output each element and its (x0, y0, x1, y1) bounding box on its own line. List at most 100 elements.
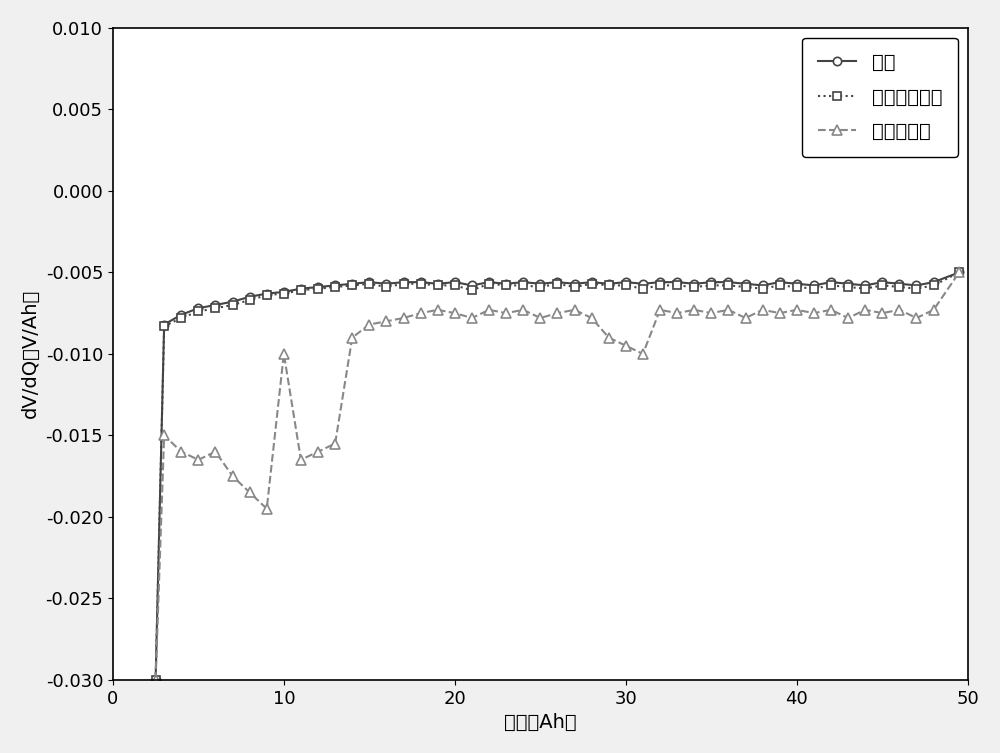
普通自加热 (158, 431, 170, 440)
普通自加热 (910, 313, 922, 322)
非对称自加热 (569, 282, 581, 291)
正常 (432, 279, 444, 288)
普通自加热 (893, 305, 905, 314)
非对称自加热 (722, 281, 734, 290)
普通自加热 (569, 305, 581, 314)
非对称自加热 (398, 279, 410, 288)
普通自加热 (209, 447, 221, 456)
正常 (227, 297, 239, 306)
普通自加热 (175, 447, 187, 456)
正常 (876, 278, 888, 287)
非对称自加热 (740, 282, 752, 291)
非对称自加热 (910, 284, 922, 293)
正常 (363, 278, 375, 287)
正常 (295, 284, 307, 293)
非对称自加热 (483, 279, 495, 288)
正常 (603, 279, 615, 288)
普通自加热 (842, 313, 854, 322)
正常 (261, 289, 273, 298)
非对称自加热 (209, 303, 221, 312)
非对称自加热 (953, 268, 965, 277)
普通自加热 (603, 333, 615, 342)
非对称自加热 (175, 313, 187, 322)
普通自加热 (261, 505, 273, 514)
非对称自加热 (158, 322, 170, 331)
非对称自加热 (586, 279, 598, 288)
普通自加热 (466, 313, 478, 322)
非对称自加热 (500, 281, 512, 290)
普通自加热 (483, 305, 495, 314)
普通自加热 (688, 305, 700, 314)
普通自加热 (192, 456, 204, 465)
非对称自加热 (893, 282, 905, 291)
普通自加热 (346, 333, 358, 342)
X-axis label: 容量（Ah）: 容量（Ah） (504, 713, 577, 732)
正常 (209, 300, 221, 309)
非对称自加热 (278, 289, 290, 298)
普通自加热 (415, 309, 427, 318)
普通自加热 (808, 309, 820, 318)
普通自加热 (654, 305, 666, 314)
Y-axis label: dV/dQ（V/Ah）: dV/dQ（V/Ah） (21, 289, 40, 419)
普通自加热 (586, 313, 598, 322)
正常 (620, 278, 632, 287)
正常 (791, 279, 803, 288)
普通自加热 (740, 313, 752, 322)
正常 (329, 281, 341, 290)
普通自加热 (500, 309, 512, 318)
正常 (808, 281, 820, 290)
普通自加热 (953, 268, 965, 277)
正常 (551, 278, 563, 287)
Line: 正常: 正常 (151, 268, 963, 684)
正常 (825, 278, 837, 287)
非对称自加热 (705, 281, 717, 290)
正常 (671, 278, 683, 287)
正常 (192, 303, 204, 312)
正常 (928, 278, 940, 287)
正常 (175, 310, 187, 319)
普通自加热 (312, 447, 324, 456)
非对称自加热 (637, 284, 649, 293)
非对称自加热 (432, 281, 444, 290)
非对称自加热 (620, 281, 632, 290)
正常 (150, 675, 162, 684)
非对称自加热 (791, 282, 803, 291)
正常 (654, 278, 666, 287)
正常 (953, 268, 965, 277)
正常 (466, 281, 478, 290)
普通自加热 (295, 456, 307, 465)
非对称自加热 (295, 286, 307, 295)
正常 (483, 278, 495, 287)
非对称自加热 (928, 281, 940, 290)
非对称自加热 (534, 282, 546, 291)
普通自加热 (791, 305, 803, 314)
正常 (722, 278, 734, 287)
非对称自加热 (774, 281, 786, 290)
Line: 普通自加热: 普通自加热 (151, 267, 964, 684)
普通自加热 (705, 309, 717, 318)
非对称自加热 (415, 279, 427, 288)
正常 (859, 281, 871, 290)
非对称自加热 (551, 279, 563, 288)
普通自加热 (757, 305, 769, 314)
普通自加热 (150, 675, 162, 684)
非对称自加热 (859, 284, 871, 293)
普通自加热 (859, 305, 871, 314)
非对称自加热 (244, 295, 256, 304)
正常 (910, 281, 922, 290)
普通自加热 (774, 309, 786, 318)
普通自加热 (722, 305, 734, 314)
普通自加热 (637, 349, 649, 358)
非对称自加热 (757, 284, 769, 293)
非对称自加热 (150, 675, 162, 684)
普通自加热 (551, 309, 563, 318)
非对称自加热 (842, 282, 854, 291)
正常 (244, 292, 256, 301)
普通自加热 (380, 317, 392, 326)
非对称自加热 (825, 281, 837, 290)
正常 (500, 279, 512, 288)
普通自加热 (928, 305, 940, 314)
非对称自加热 (449, 281, 461, 290)
非对称自加热 (654, 281, 666, 290)
普通自加热 (432, 305, 444, 314)
